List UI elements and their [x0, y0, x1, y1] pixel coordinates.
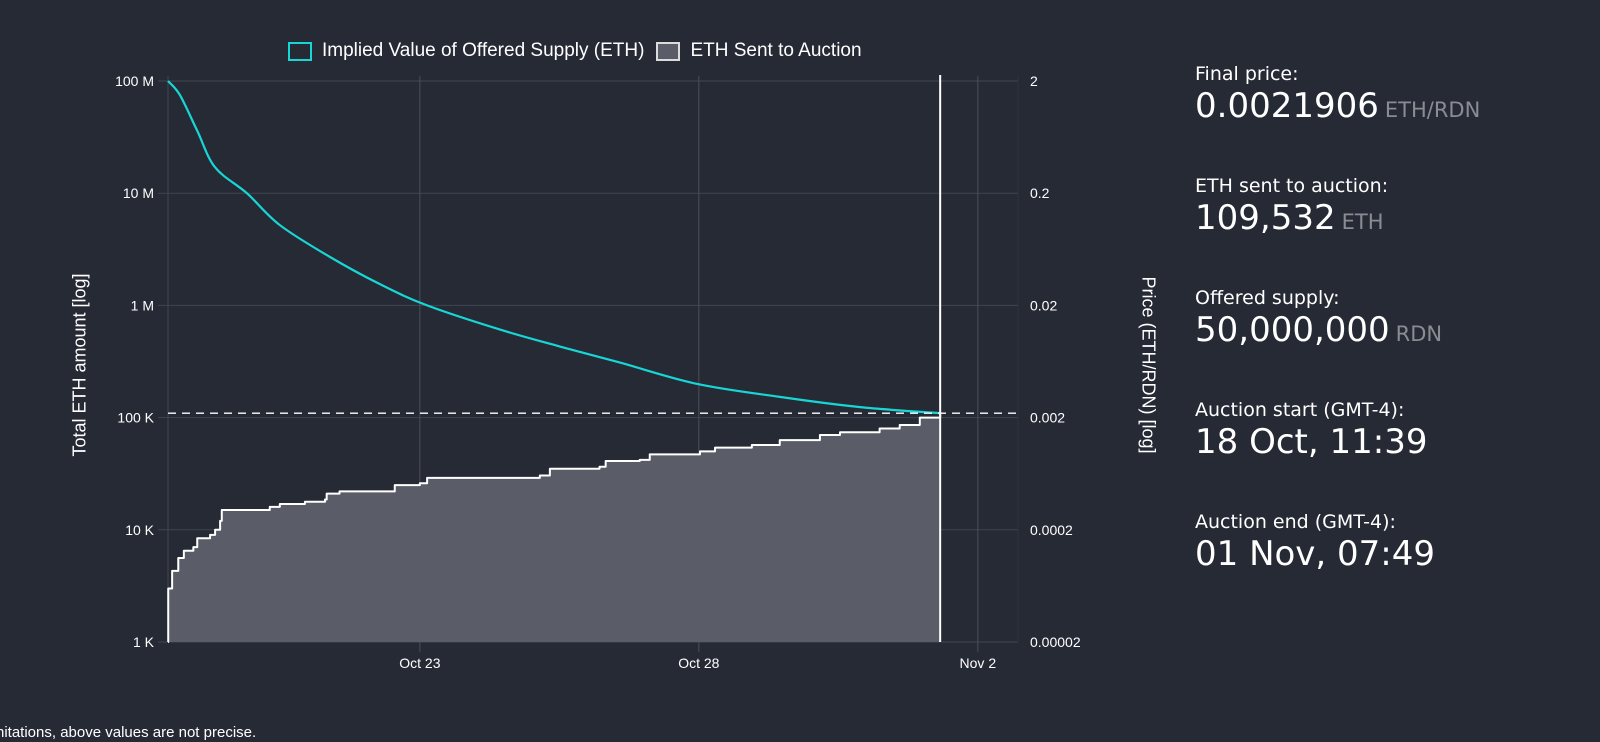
- stat-value: 01 Nov, 07:49: [1195, 534, 1436, 574]
- stat-offered-supply: Offered supply: 50,000,000 RDN: [1195, 286, 1480, 398]
- stat-number: 0.0021906: [1195, 86, 1379, 126]
- legend: Implied Value of Offered Supply (ETH) ET…: [288, 40, 874, 62]
- stat-number: 50,000,000: [1195, 310, 1390, 350]
- series-implied-value: [167, 80, 941, 415]
- stat-value: 18 Oct, 11:39: [1195, 422, 1428, 462]
- y-axis-right-title: Price (ETH/RDN) [log]: [1138, 276, 1159, 454]
- footnote: nitations, above values are not precise.: [0, 724, 257, 741]
- y-tick-right: 0.02: [1030, 297, 1057, 313]
- stat-label: Final price:: [1195, 63, 1299, 85]
- y-tick-right: 2: [1030, 73, 1038, 89]
- stat-value: 50,000,000 RDN: [1195, 310, 1480, 354]
- y-tick-left: 100 K: [117, 410, 154, 426]
- legend-item-eth-sent[interactable]: ETH Sent to Auction: [656, 40, 862, 62]
- legend-label: ETH Sent to Auction: [690, 40, 862, 61]
- x-tick: Oct 23: [399, 655, 440, 671]
- stat-value: 109,532 ETH: [1195, 198, 1480, 242]
- y-tick-right: 0.002: [1030, 410, 1065, 426]
- stats-panel: Final price: 0.0021906 ETH/RDN ETH sent t…: [1195, 62, 1480, 622]
- stat-eth-sent: ETH sent to auction: 109,532 ETH: [1195, 174, 1480, 286]
- stat-final-price: Final price: 0.0021906 ETH/RDN: [1195, 62, 1480, 174]
- stat-label: Auction end (GMT-4):: [1195, 511, 1396, 533]
- legend-swatch-area: [656, 41, 681, 61]
- stat-unit: ETH: [1341, 210, 1384, 234]
- ticks: 100 M 10 M 1 M 100 K 10 K 1 K 2 0.2 0.02 0.002 0.0…: [115, 73, 1081, 671]
- stat-auction-start: Auction start (GMT-4): 18 Oct, 11:39: [1195, 398, 1480, 510]
- stat-unit: ETH/RDN: [1384, 98, 1481, 122]
- y-axis-left-title: Total ETH amount [log]: [69, 273, 90, 457]
- area-fill: [168, 413, 941, 642]
- y-tick-left: 10 M: [123, 185, 154, 201]
- stat-value: 0.0021906 ETH/RDN: [1195, 86, 1480, 130]
- y-tick-left: 1 M: [131, 297, 154, 313]
- stat-auction-end: Auction end (GMT-4): 01 Nov, 07:49: [1195, 510, 1480, 622]
- y-tick-left: 10 K: [125, 522, 154, 538]
- y-tick-right: 0.0002: [1030, 522, 1073, 538]
- implied-value-line: [167, 80, 941, 415]
- area-outline: [167, 413, 942, 643]
- x-tick: Nov 2: [960, 655, 997, 671]
- x-tick: Oct 28: [678, 655, 719, 671]
- y-tick-right: 0.00002: [1030, 634, 1081, 650]
- y-tick-left: 100 M: [115, 73, 154, 89]
- legend-swatch-line: [288, 41, 312, 61]
- stat-number: 109,532: [1195, 198, 1336, 238]
- stat-label: ETH sent to auction:: [1195, 175, 1389, 197]
- y-tick-right: 0.2: [1030, 185, 1050, 201]
- legend-label: Implied Value of Offered Supply (ETH): [322, 40, 645, 61]
- legend-item-implied-value[interactable]: Implied Value of Offered Supply (ETH): [288, 40, 644, 62]
- series-eth-sent: [167, 413, 942, 643]
- y-tick-left: 1 K: [133, 634, 155, 650]
- stat-label: Auction start (GMT-4):: [1195, 399, 1405, 421]
- stat-unit: RDN: [1395, 322, 1443, 346]
- markers: [168, 75, 1018, 642]
- stat-label: Offered supply:: [1195, 287, 1340, 309]
